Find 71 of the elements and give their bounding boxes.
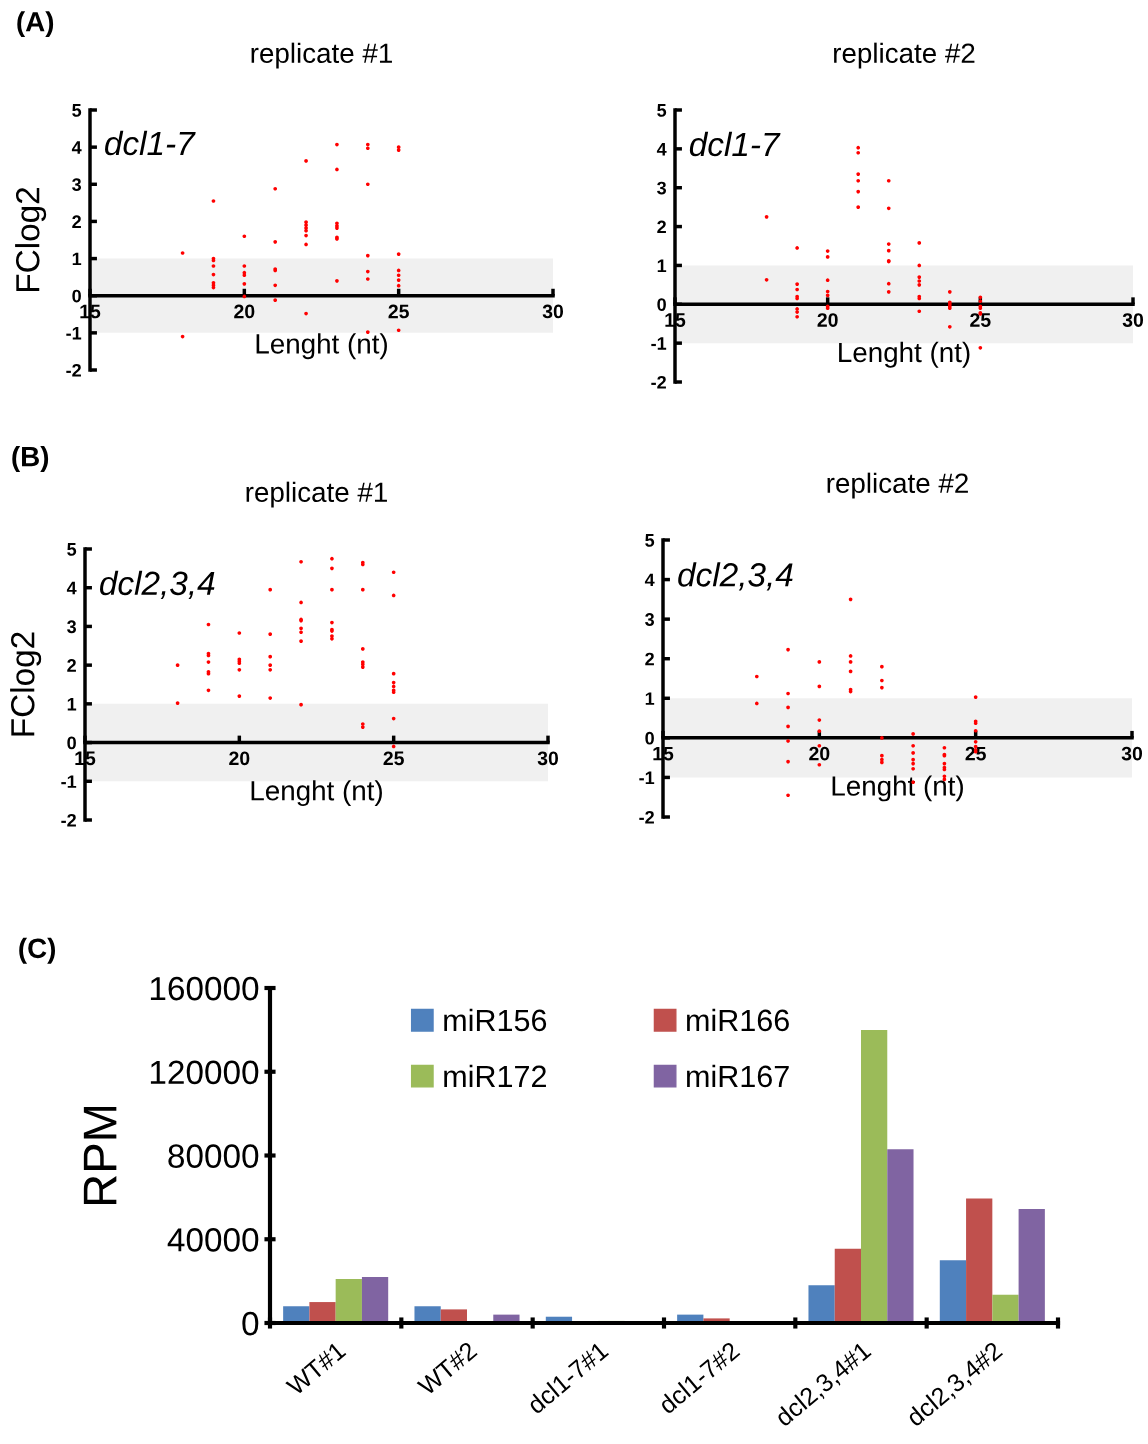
x-tick-label: 20: [234, 304, 255, 319]
y-tick-label: 1: [67, 697, 77, 711]
annotation: dcl2,3,4: [678, 562, 793, 591]
x-axis-title: Lenght (nt): [256, 333, 387, 360]
y-tick-label: 5: [67, 543, 77, 556]
text: (B): [12, 446, 49, 472]
legend-label: miR172: [444, 1064, 546, 1087]
y-tick-label: 80000: [168, 1144, 259, 1168]
y-tick-label: -2: [61, 813, 76, 827]
x-tick-label: 25: [388, 304, 409, 319]
y-tick-label: 0: [67, 736, 76, 750]
annotation: dcl2,3,4: [100, 570, 215, 600]
x-tick-label: 30: [1122, 313, 1144, 327]
y-tick-label: -2: [651, 375, 666, 389]
x-tick-label: 20: [809, 746, 830, 761]
y-tick-label: 3: [657, 181, 667, 195]
y-tick-label: -1: [651, 337, 667, 350]
y-tick-label: 3: [67, 620, 77, 634]
x-tick-label: 30: [542, 304, 564, 319]
y-tick-label: -1: [639, 771, 655, 784]
y-tick-label: 4: [656, 142, 667, 156]
y-tick-label: 40000: [167, 1228, 259, 1252]
y-tick-label: 0: [645, 731, 654, 745]
x-tick-label: 30: [1121, 746, 1143, 761]
y-tick-label: 0: [72, 289, 81, 303]
y-tick-label: -1: [66, 326, 82, 340]
text: (A): [17, 11, 54, 38]
y-tick-label: 3: [72, 178, 82, 192]
y-tick-label: 5: [645, 534, 655, 547]
y-tick-label: 120000: [150, 1060, 259, 1085]
x-tick-label: 25: [383, 751, 404, 766]
y-axis-title: RPM: [83, 1106, 117, 1205]
x-tick-label: 25: [970, 313, 991, 327]
y-tick-label: 0: [242, 1311, 259, 1336]
y-tick-label: 4: [71, 141, 82, 154]
annotation: dcl1-7: [105, 130, 196, 156]
x-tick-label: 20: [229, 751, 250, 766]
y-tick-label: 4: [66, 581, 77, 595]
legend-label: miR167: [687, 1064, 789, 1088]
chart-title: replicate #1: [246, 481, 387, 508]
y-tick-label: 1: [657, 259, 667, 272]
legend-label: miR166: [687, 1008, 789, 1032]
y-tick-label: 1: [72, 252, 82, 266]
annotation: dcl1-7: [689, 131, 781, 157]
y-tick-label: -2: [66, 363, 81, 377]
y-axis-title: FClog2: [10, 632, 42, 736]
x-axis-title: Lenght (nt): [251, 780, 382, 807]
chart-title: replicate #2: [827, 472, 968, 499]
y-axis-title: FClog2: [15, 187, 47, 291]
y-tick-label: 2: [645, 652, 654, 666]
y-tick-label: 2: [72, 215, 81, 228]
y-tick-label: 5: [72, 104, 82, 117]
text: (C): [19, 937, 56, 964]
y-tick-label: 0: [657, 298, 666, 312]
y-tick-label: 4: [644, 573, 655, 587]
y-tick-label: 5: [657, 104, 667, 117]
chart-title: replicate #1: [251, 42, 392, 69]
x-axis-title: Lenght (nt): [832, 775, 963, 802]
y-tick-label: 1: [645, 692, 655, 705]
legend-label: miR156: [444, 1008, 547, 1032]
y-tick-label: 160000: [150, 976, 259, 1001]
chart-title: replicate #2: [834, 42, 975, 69]
y-tick-label: -2: [639, 810, 654, 824]
x-axis-title: Lenght (nt): [839, 341, 970, 368]
y-tick-label: -1: [61, 775, 77, 788]
x-tick-label: 25: [965, 746, 986, 761]
y-tick-label: 3: [645, 613, 655, 626]
x-tick-label: 20: [817, 313, 838, 327]
x-tick-label: 30: [537, 751, 559, 766]
y-tick-label: 2: [657, 220, 666, 234]
y-tick-label: 2: [67, 659, 76, 672]
